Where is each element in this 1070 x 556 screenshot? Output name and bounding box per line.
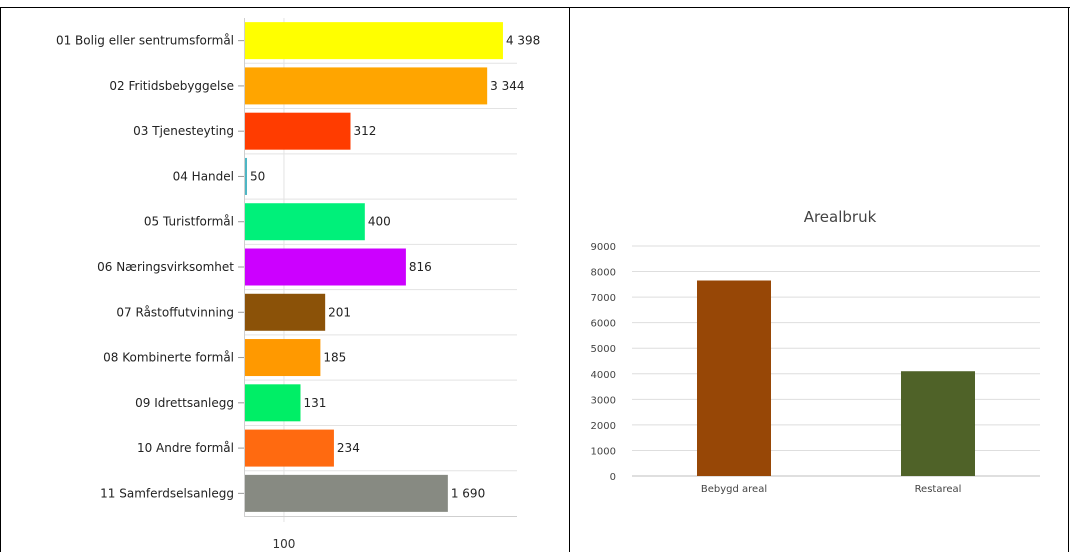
y-tick-label: 5000	[591, 344, 616, 355]
value-label-01-bolig-eller-sentrumsform-l: 4 398	[506, 34, 540, 48]
category-label-09-idrettsanlegg: 09 Idrettsanlegg	[135, 396, 234, 410]
category-label-restareal: Restareal	[915, 484, 962, 495]
bar-10-andre-form-l	[245, 429, 334, 467]
bar-08-kombinerte-form-l	[245, 339, 321, 377]
arealbruk-column-chart-svg: Arealbruk 0 1000 2000 3000 4000 5000 6000 7000 80…	[591, 208, 1040, 495]
bar-11-samferdselsanlegg	[245, 474, 448, 512]
category-label-01-bolig-eller-sentrumsform-l: 01 Bolig eller sentrumsformål	[56, 34, 234, 48]
arealbruk-column-chart: Arealbruk 0 1000 2000 3000 4000 5000 6000 7000 80…	[570, 8, 1068, 552]
category-label-02-fritidsbebyggelse: 02 Fritidsbebyggelse	[109, 79, 234, 93]
value-label-04-handel: 50	[250, 169, 265, 183]
y-tick-label: 0	[610, 472, 616, 483]
y-tick-label: 3000	[591, 395, 616, 406]
bar-02-fritidsbebyggelse	[245, 67, 488, 105]
bar-bebygd-areal	[697, 280, 771, 476]
category-label-08-kombinerte-form-l: 08 Kombinerte formål	[103, 351, 234, 365]
bar-06-n-ringsvirksomhet	[245, 248, 406, 286]
value-label-03-tjenesteyting: 312	[354, 124, 377, 138]
chart-title: Arealbruk	[804, 208, 877, 226]
category-label-05-turistform-l: 05 Turistformål	[144, 215, 234, 229]
value-label-11-samferdselsanlegg: 1 690	[451, 486, 485, 500]
category-label-04-handel: 04 Handel	[173, 169, 234, 183]
category-label-07-r-stoffutvinning: 07 Råstoffutvinning	[116, 305, 234, 319]
y-tick-label: 9000	[591, 242, 616, 253]
value-label-10-andre-form-l: 234	[337, 441, 360, 455]
bar-restareal	[901, 371, 975, 476]
land-use-bar-chart: 100 01 Bolig eller sentrumsformål 4 398 02 …	[12, 8, 568, 552]
category-label-bebygd-areal: Bebygd areal	[701, 484, 767, 495]
category-label-06-n-ringsvirksomhet: 06 Næringsvirksomhet	[97, 260, 234, 274]
bar-04-handel	[245, 157, 247, 195]
value-label-02-fritidsbebyggelse: 3 344	[490, 79, 524, 93]
y-tick-label: 1000	[591, 446, 616, 457]
category-label-10-andre-form-l: 10 Andre formål	[137, 441, 234, 455]
y-tick-label: 4000	[591, 370, 616, 381]
bar-03-tjenesteyting	[245, 112, 351, 150]
category-label-03-tjenesteyting: 03 Tjenesteyting	[133, 124, 234, 138]
category-label-11-samferdselsanlegg: 11 Samferdselsanlegg	[100, 486, 234, 500]
land-use-bar-chart-svg: 100 01 Bolig eller sentrumsformål 4 398 02 …	[56, 18, 540, 551]
value-label-07-r-stoffutvinning: 201	[328, 305, 351, 319]
bar-09-idrettsanlegg	[245, 384, 301, 422]
y-tick-label: 7000	[591, 293, 616, 304]
bar-07-r-stoffutvinning	[245, 293, 326, 331]
bar-01-bolig-eller-sentrumsform-l	[245, 22, 503, 60]
value-label-06-n-ringsvirksomhet: 816	[409, 260, 432, 274]
x-tick-label: 100	[272, 537, 295, 551]
value-label-05-turistform-l: 400	[368, 215, 391, 229]
y-tick-label: 2000	[591, 421, 616, 432]
y-tick-label: 6000	[591, 319, 616, 330]
bar-05-turistform-l	[245, 203, 365, 241]
value-label-09-idrettsanlegg: 131	[303, 396, 326, 410]
y-tick-label: 8000	[591, 268, 616, 279]
value-label-08-kombinerte-form-l: 185	[323, 351, 346, 365]
